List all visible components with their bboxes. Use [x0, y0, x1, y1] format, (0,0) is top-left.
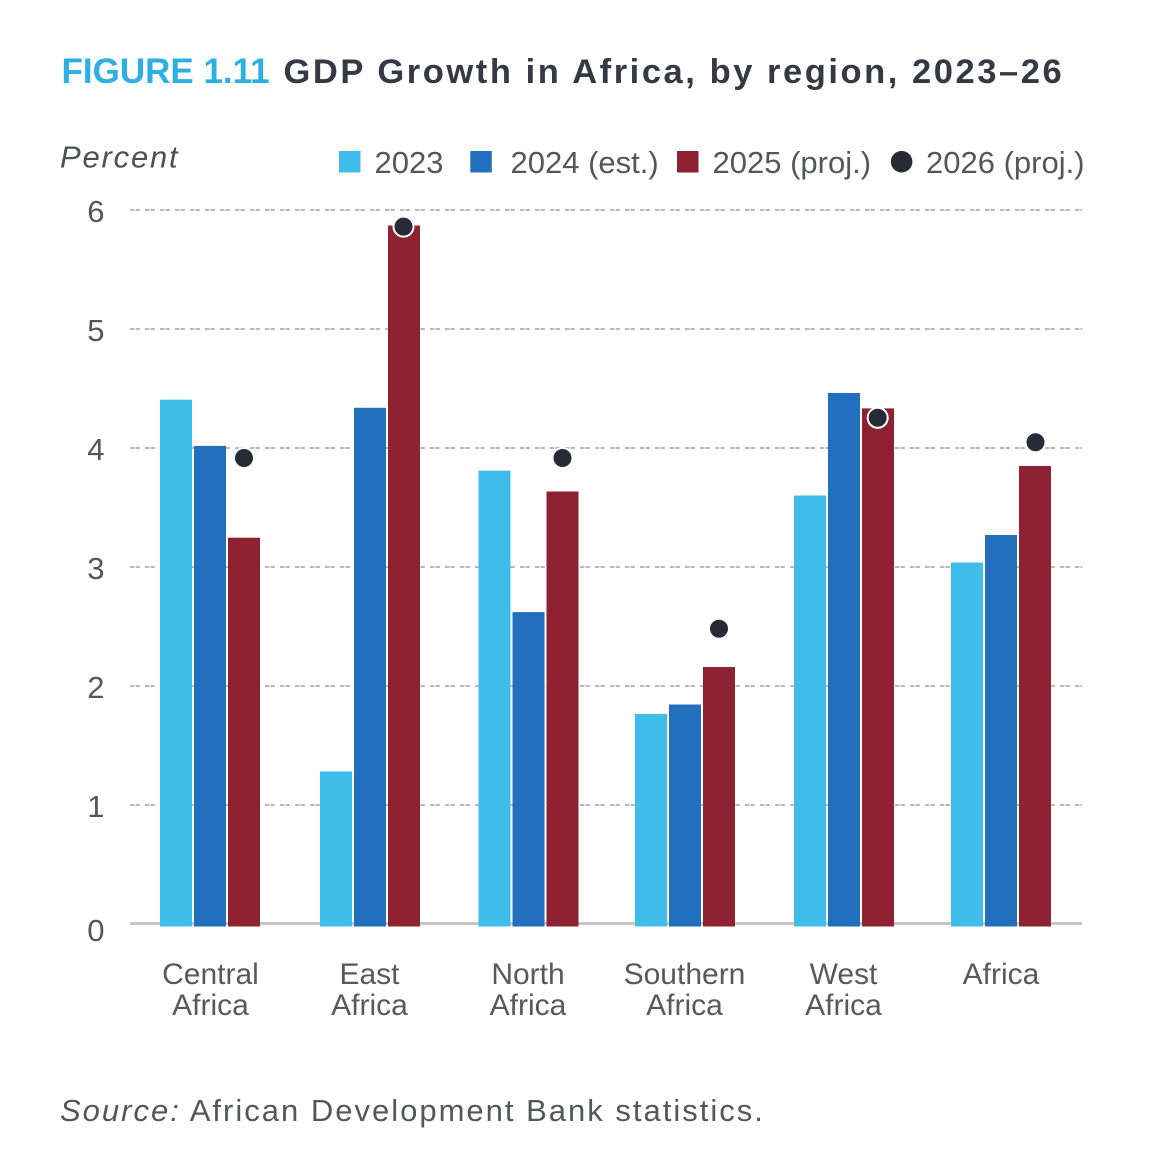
svg-text:North: North	[491, 958, 564, 991]
svg-text:2023: 2023	[375, 145, 444, 180]
svg-text:1: 1	[87, 789, 104, 824]
svg-text:2026 (proj.): 2026 (proj.)	[926, 145, 1085, 180]
svg-text:Africa: Africa	[490, 989, 567, 1022]
svg-text:4: 4	[87, 432, 104, 467]
svg-text:5: 5	[87, 313, 104, 348]
svg-text:2024 (est.): 2024 (est.)	[511, 145, 659, 180]
svg-text:2025 (proj.): 2025 (proj.)	[713, 145, 872, 180]
svg-text:2: 2	[87, 670, 104, 705]
svg-text:Africa: Africa	[331, 989, 408, 1022]
svg-text:3: 3	[87, 551, 104, 586]
svg-text:Southern: Southern	[624, 958, 746, 991]
svg-text:6: 6	[87, 194, 104, 229]
svg-text:Africa: Africa	[963, 958, 1040, 991]
svg-text:Percent: Percent	[60, 140, 179, 175]
svg-text:Africa: Africa	[646, 989, 723, 1022]
svg-text:West: West	[810, 958, 878, 991]
svg-text:0: 0	[87, 913, 104, 948]
svg-text:East: East	[339, 958, 400, 991]
svg-text:GDP Growth in Africa, by regio: GDP Growth in Africa, by region, 2023–26	[284, 53, 1065, 91]
svg-text:Central: Central	[162, 958, 259, 991]
svg-text:Africa: Africa	[172, 989, 249, 1022]
svg-text:Source: African Development Ba: Source: African Development Bank statist…	[60, 1093, 765, 1128]
svg-text:Africa: Africa	[805, 989, 882, 1022]
svg-text:FIGURE 1.11: FIGURE 1.11	[62, 52, 270, 91]
